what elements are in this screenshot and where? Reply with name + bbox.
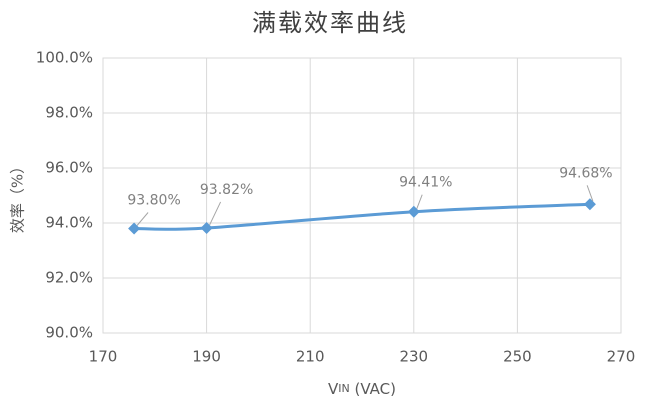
point-marker bbox=[128, 222, 141, 235]
leader-line bbox=[136, 212, 149, 226]
y-tick-label: 92.0% bbox=[45, 269, 93, 287]
data-label: 93.80% bbox=[127, 193, 180, 209]
x-axis-label: VIN (VAC) bbox=[328, 380, 396, 398]
data-label: 93.82% bbox=[200, 182, 253, 198]
x-tick-label: 190 bbox=[192, 348, 221, 366]
x-label-rest: (VAC) bbox=[350, 380, 396, 398]
x-tick-label: 210 bbox=[296, 348, 325, 366]
y-tick-label: 96.0% bbox=[45, 159, 93, 177]
plot-border bbox=[102, 57, 622, 334]
leader-line bbox=[416, 194, 423, 209]
leader-line bbox=[209, 201, 222, 226]
y-tick-label: 94.0% bbox=[45, 214, 93, 232]
y-tick-label: 90.0% bbox=[45, 324, 93, 342]
y-axis-label: 效率（%） bbox=[9, 159, 27, 233]
y-tick-label: 100.0% bbox=[36, 49, 93, 67]
y-tick-label: 98.0% bbox=[45, 104, 93, 122]
x-label-sub: IN bbox=[338, 382, 349, 395]
data-label: 94.41% bbox=[399, 175, 452, 191]
point-marker bbox=[583, 198, 596, 211]
point-marker bbox=[407, 205, 420, 218]
chart-title: 满载效率曲线 bbox=[252, 9, 408, 37]
x-tick-label: 250 bbox=[503, 348, 532, 366]
x-tick-label: 170 bbox=[89, 348, 118, 366]
x-tick-label: 230 bbox=[399, 348, 428, 366]
x-tick-label: 270 bbox=[607, 348, 636, 366]
data-label: 94.68% bbox=[559, 165, 612, 181]
x-label-main: V bbox=[328, 380, 339, 398]
series-line bbox=[134, 202, 590, 231]
leader-line bbox=[586, 185, 594, 202]
point-marker bbox=[200, 221, 213, 234]
